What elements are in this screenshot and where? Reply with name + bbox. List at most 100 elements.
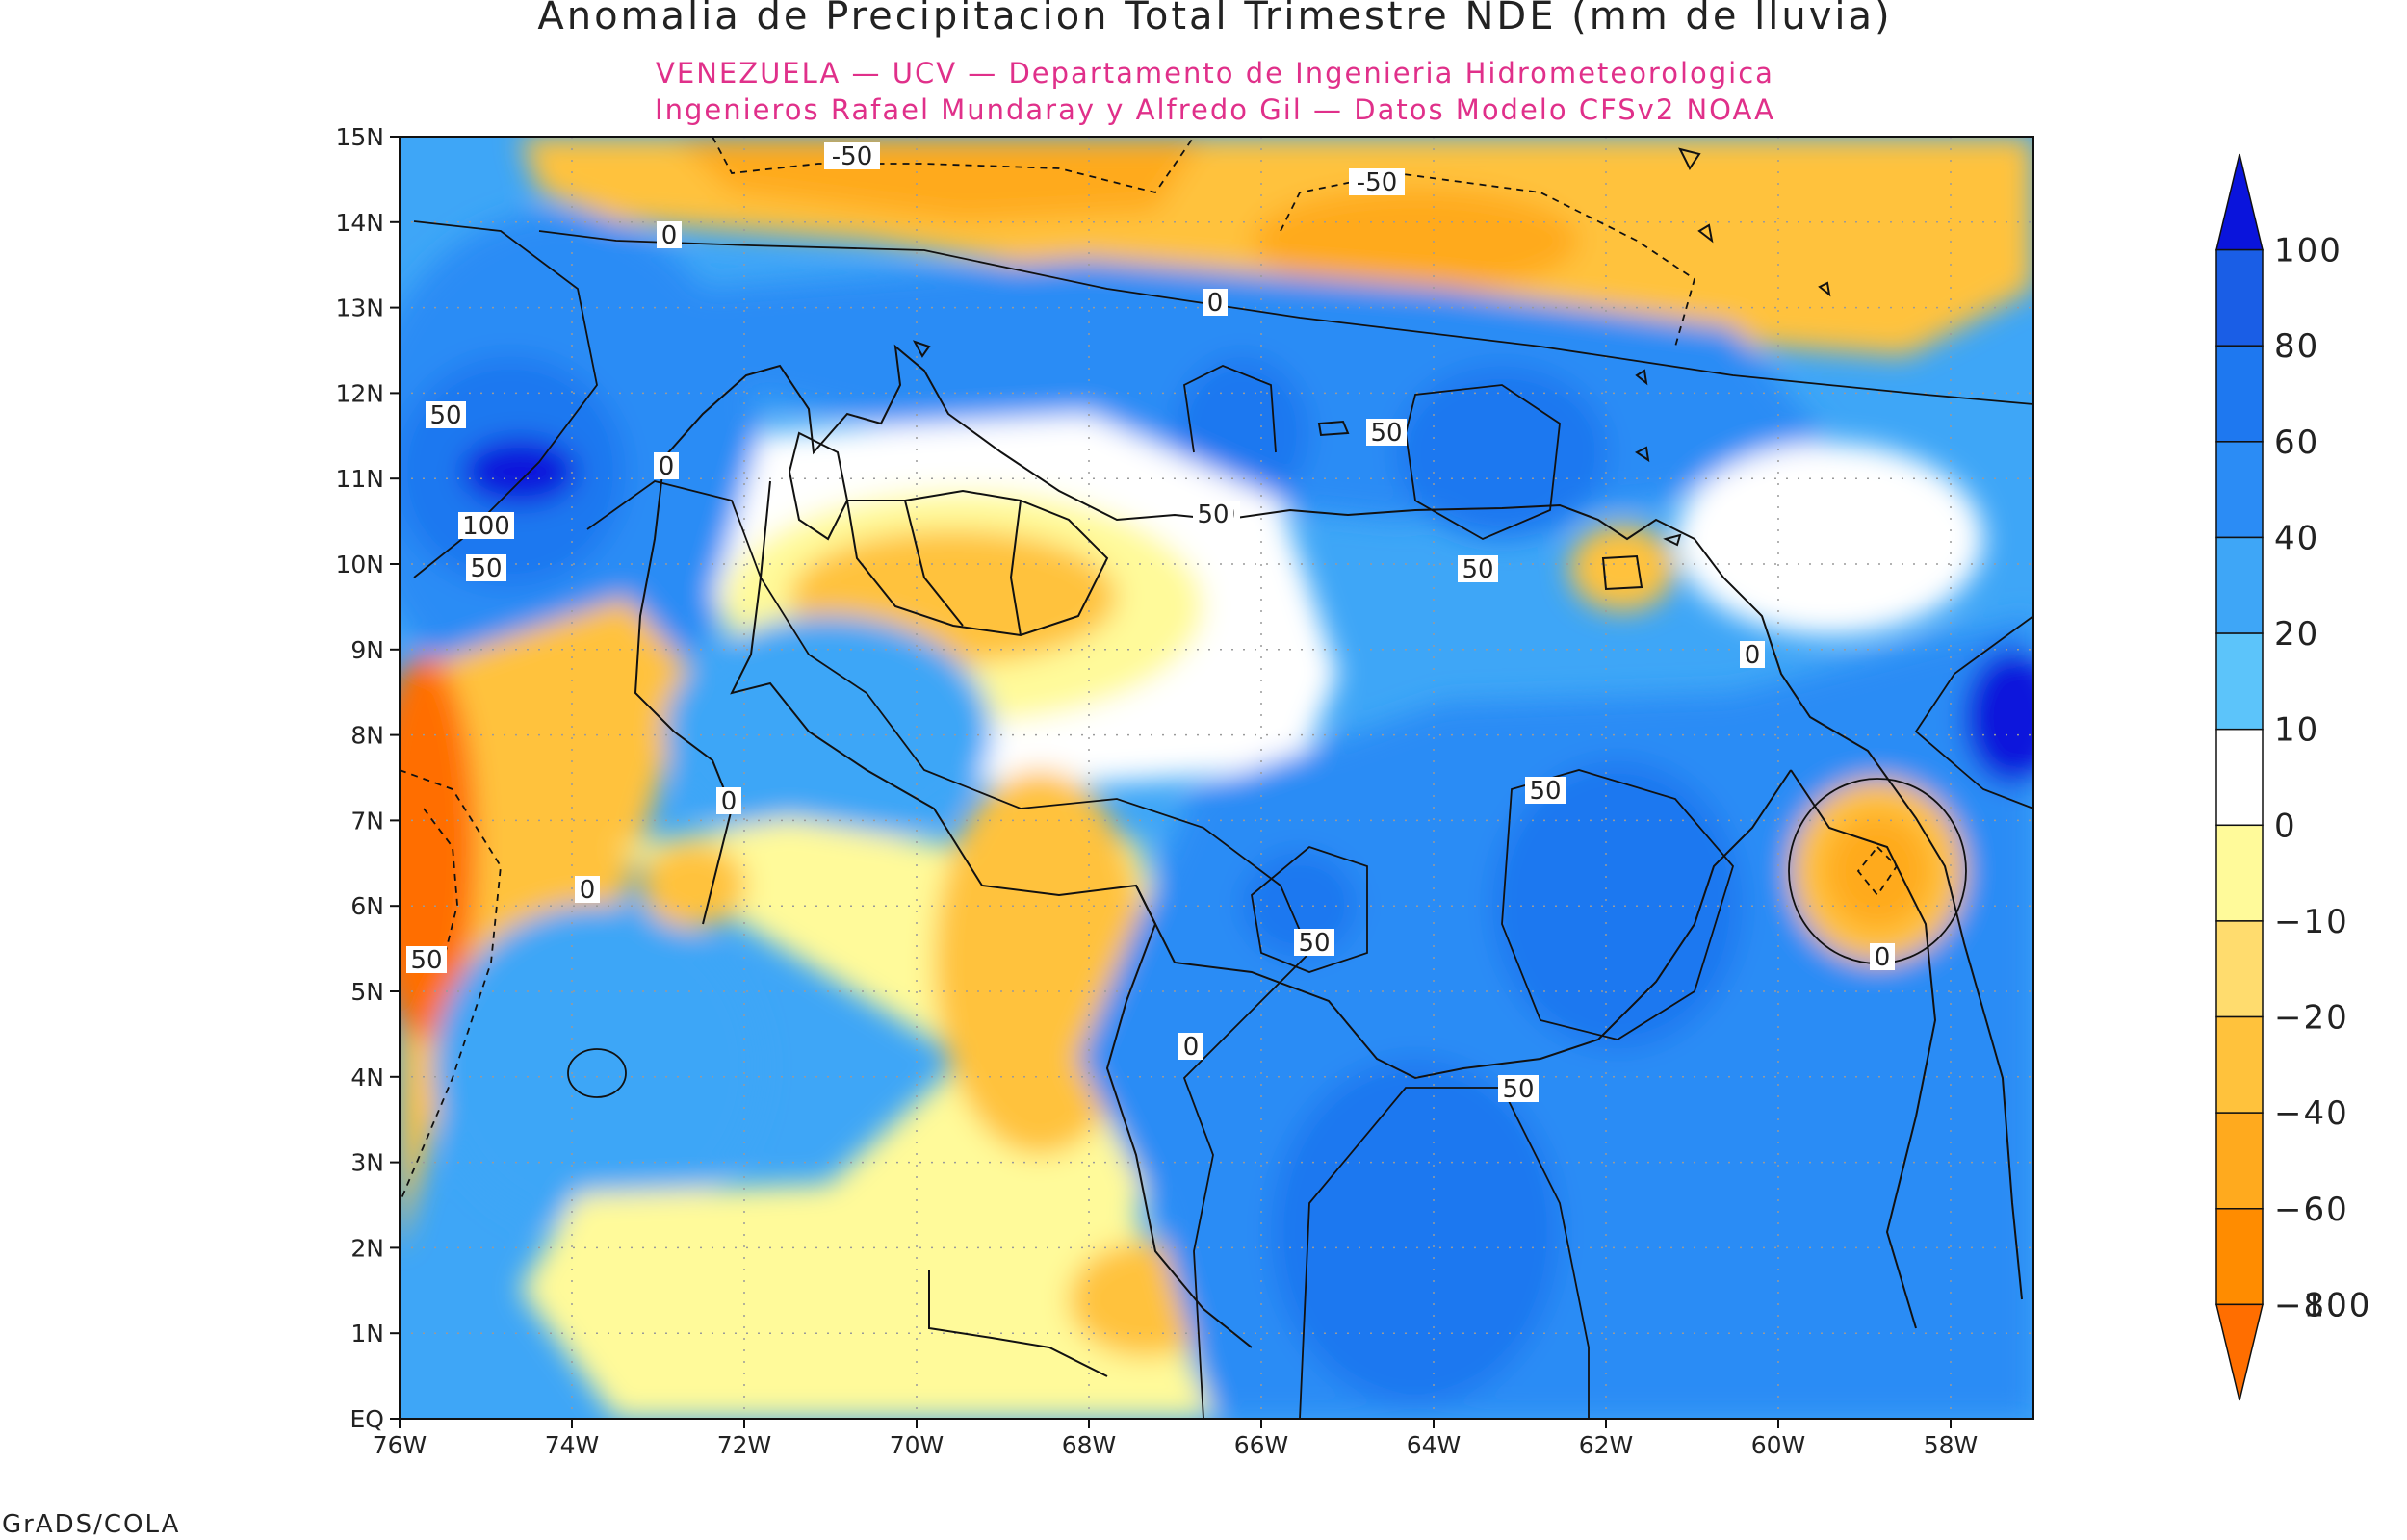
contour-label-bg xyxy=(1740,641,1765,668)
legend-swatch xyxy=(2215,632,2264,731)
contour-label: 50 xyxy=(429,401,461,430)
legend-label: 60 xyxy=(2274,424,2319,462)
contour-neg-fifty-guyana xyxy=(1856,845,1899,897)
field-trinidad-dry xyxy=(1569,525,1675,611)
contour-label: 50 xyxy=(1462,555,1493,584)
lat-tick-label: 3N xyxy=(350,1149,384,1177)
legend-label: −10 xyxy=(2274,903,2349,941)
footer-credit: GrADS/COLA xyxy=(2,1510,180,1539)
contour-label: 50 xyxy=(1298,929,1330,958)
island-guadeloupe xyxy=(1678,147,1701,170)
lon-tick-label: 60W xyxy=(1751,1431,1806,1459)
border-venezuela-brazil xyxy=(1135,769,1792,1080)
lat-tick-label: 1N xyxy=(350,1320,384,1348)
legend-swatch xyxy=(2215,1303,2264,1401)
contour-label: 50 xyxy=(1502,1075,1534,1104)
contour-fifty-carib2 xyxy=(1405,384,1561,541)
lon-tick-label: 72W xyxy=(717,1431,772,1459)
legend-swatch xyxy=(2215,441,2264,539)
map-subtitle-1: VENEZUELA — UCV — Departamento de Ingeni… xyxy=(656,57,1774,90)
map-subtitle-2: Ingenieros Rafael Mundaray y Alfredo Gil… xyxy=(655,93,1775,126)
lat-tick-label: 6N xyxy=(350,892,384,920)
field-colombia-wet-south xyxy=(433,905,761,1232)
lake-maracaibo xyxy=(788,431,849,541)
contour-label: 0 xyxy=(661,221,678,250)
island-st-vincent xyxy=(1635,369,1648,386)
coastline-north xyxy=(663,344,2023,1300)
lat-tick-label: 5N xyxy=(350,978,384,1006)
contour-label-bg xyxy=(1366,419,1407,446)
legend-swatch xyxy=(2215,153,2264,251)
lat-tick-label: 15N xyxy=(335,123,384,151)
lat-tick-label: EQ xyxy=(350,1405,384,1433)
legend-swatch xyxy=(2215,920,2264,1018)
legend-label: −80 xyxy=(2274,1286,2349,1324)
lon-tick-label: 58W xyxy=(1924,1431,1979,1459)
axis-lat-labels: 15N 14N 13N 12N 11N 10N 9N 8N 7N 6N 5N 4N 3N 2N 1N EQ xyxy=(335,123,400,1433)
field-west-dry-core xyxy=(400,654,477,1040)
legend-label: 10 xyxy=(2274,711,2319,750)
field-east-wet-max xyxy=(1964,650,2033,784)
contour-label: 50 xyxy=(1529,777,1561,806)
contour-label-bg xyxy=(466,554,506,581)
contour-fifty-venezuela xyxy=(1501,769,1735,1040)
state-borders-west xyxy=(845,489,1109,637)
contour-fifty-carib xyxy=(1183,365,1277,453)
contour-fifty-amazonas xyxy=(1251,845,1368,973)
lat-tick-label: 13N xyxy=(335,295,384,322)
contour-label: 0 xyxy=(721,787,738,816)
lon-tick-label: 68W xyxy=(1062,1431,1117,1459)
contour-label: 100 xyxy=(462,512,510,541)
contour-label-bg xyxy=(426,401,466,428)
contour-label: 50 xyxy=(410,946,442,975)
contour-label-bg xyxy=(406,946,447,973)
contour-label-bg xyxy=(1458,555,1498,582)
contour-label-bg xyxy=(1178,1033,1204,1060)
contour-label-bg xyxy=(1294,929,1334,956)
lat-tick-label: 14N xyxy=(335,209,384,237)
island-grenada xyxy=(1635,446,1650,463)
lon-tick-label: 62W xyxy=(1579,1431,1634,1459)
field-east-white xyxy=(1675,443,1983,635)
lat-tick-label: 7N xyxy=(350,807,384,834)
contour-label-bg xyxy=(1349,168,1405,195)
field-north-dry-core xyxy=(674,137,1204,221)
contour-label: 0 xyxy=(659,452,675,481)
contour-label-bg xyxy=(1870,943,1895,970)
field-se-wet-core xyxy=(1492,760,1743,1049)
contour-fifty-east xyxy=(1914,615,2033,809)
map-title: Anomalia de Precipitacion Total Trimestr… xyxy=(537,0,1892,38)
lat-tick-label: 10N xyxy=(335,551,384,578)
contour-label-bg xyxy=(1203,289,1228,316)
island-martinique xyxy=(1697,223,1714,244)
lat-tick-label: 2N xyxy=(350,1234,384,1262)
lat-tick-label: 4N xyxy=(350,1064,384,1091)
contour-label-bg xyxy=(458,512,514,539)
contour-fifty-colombia-south xyxy=(567,1048,627,1098)
lon-tick-label: 76W xyxy=(373,1431,427,1459)
contour-neg-fifty-north2 xyxy=(1280,172,1696,347)
contour-label-bg xyxy=(1498,1075,1539,1102)
coastlines-borders xyxy=(634,147,2023,1377)
lat-tick-label: 12N xyxy=(335,379,384,407)
legend-swatch xyxy=(2215,345,2264,443)
legend-swatch xyxy=(2215,1112,2264,1210)
legend-swatch xyxy=(2215,1208,2264,1306)
lon-tick-label: 70W xyxy=(890,1431,945,1459)
legend-swatch xyxy=(2215,536,2264,634)
legend-swatch xyxy=(2215,248,2264,346)
field-north-dry-core2 xyxy=(1252,188,1579,294)
lat-tick-label: 11N xyxy=(335,465,384,493)
lon-tick-label: 64W xyxy=(1407,1431,1462,1459)
legend-label: 0 xyxy=(2274,807,2297,845)
contour-label: -50 xyxy=(832,142,872,171)
legend-label: 80 xyxy=(2274,327,2319,366)
contour-label: 50 xyxy=(1197,500,1229,529)
field-south-dry-core3 xyxy=(640,842,746,929)
contour-zero-south xyxy=(586,480,1311,1419)
lat-tick-label: 8N xyxy=(350,722,384,750)
contour-neg-fifty-north xyxy=(712,137,1195,194)
contour-label-bg xyxy=(657,221,682,248)
legend-swatch xyxy=(2215,1015,2264,1114)
